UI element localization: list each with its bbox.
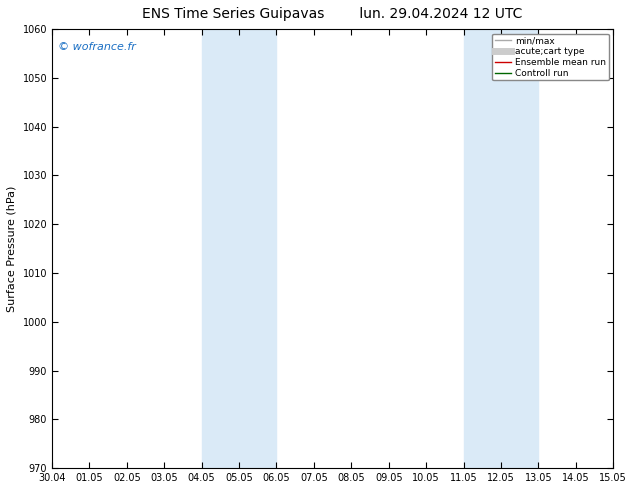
Title: ENS Time Series Guipavas        lun. 29.04.2024 12 UTC: ENS Time Series Guipavas lun. 29.04.2024… xyxy=(143,7,523,21)
Text: © wofrance.fr: © wofrance.fr xyxy=(58,42,136,52)
Bar xyxy=(239,29,276,468)
Y-axis label: Surface Pressure (hPa): Surface Pressure (hPa) xyxy=(7,185,17,312)
Bar xyxy=(463,29,501,468)
Bar xyxy=(202,29,239,468)
Legend: min/max, acute;cart type, Ensemble mean run, Controll run: min/max, acute;cart type, Ensemble mean … xyxy=(493,34,609,80)
Bar xyxy=(501,29,538,468)
